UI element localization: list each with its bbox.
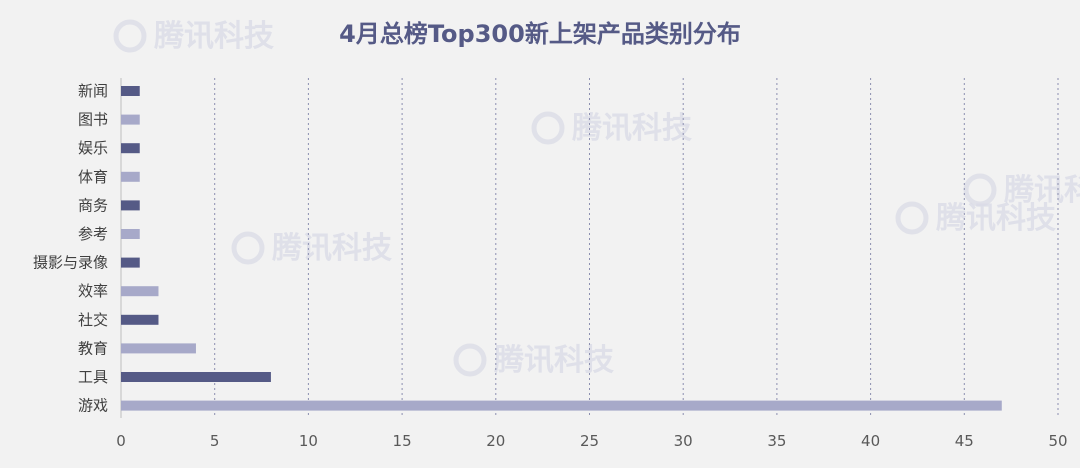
x-tick-label: 10 [299,432,318,450]
x-tick-label: 50 [1048,432,1067,450]
x-tick-label: 15 [393,432,412,450]
category-label: 新闻 [78,82,108,100]
x-tick-labels: 0 5 10 15 20 25 30 35 40 45 50 [116,432,1067,450]
category-label: 游戏 [78,397,108,415]
x-tick-label: 30 [674,432,693,450]
category-label: 娱乐 [78,139,108,157]
category-label: 工具 [78,368,108,386]
x-tick-label: 0 [116,432,126,450]
bar [121,286,159,297]
x-tick-label: 25 [580,432,599,450]
watermark-text: 腾讯科技 [936,201,1056,236]
grid-lines [120,78,1059,418]
category-label: 商务 [78,196,108,214]
bar [121,343,196,354]
watermark-text: 腾讯科技 [572,111,692,146]
bar [121,400,1002,411]
watermark-text: 腾讯科技 [154,19,274,54]
bar [121,143,140,154]
bar [121,114,140,125]
x-tick-label: 40 [861,432,880,450]
category-label: 体育 [78,168,108,186]
bar [121,200,140,211]
watermark-layer: 腾讯科技腾讯科技腾讯科技腾讯科技腾讯科技腾讯科技 [113,19,1080,378]
category-label: 社交 [78,311,108,329]
bars [121,86,1002,411]
bar [121,372,271,382]
watermark: 腾讯科技 [453,343,614,378]
watermark-text: 腾讯科技 [494,343,614,378]
category-label: 教育 [78,339,108,357]
category-label: 摄影与录像 [33,254,108,272]
watermark: 腾讯科技 [531,111,692,146]
chart-title: 4月总榜Top300新上架产品类别分布 [339,20,741,48]
watermark-text: 腾讯科技 [1004,173,1080,208]
x-tick-label: 45 [955,432,974,450]
watermark: 腾讯科技 [113,19,274,54]
x-tick-label: 5 [210,432,220,450]
category-label: 效率 [78,282,108,300]
category-label: 参考 [78,225,108,243]
bar [121,229,140,239]
bar [121,171,140,182]
watermark: 腾讯科技 [895,201,1056,236]
bar [121,314,159,325]
bar [121,257,140,268]
category-label: 图书 [78,111,108,129]
x-tick-label: 20 [486,432,505,450]
watermark-text: 腾讯科技 [272,231,392,266]
watermark: 腾讯科技 [963,173,1080,208]
bar [121,86,140,96]
watermark: 腾讯科技 [231,231,392,266]
x-tick-label: 35 [767,432,786,450]
